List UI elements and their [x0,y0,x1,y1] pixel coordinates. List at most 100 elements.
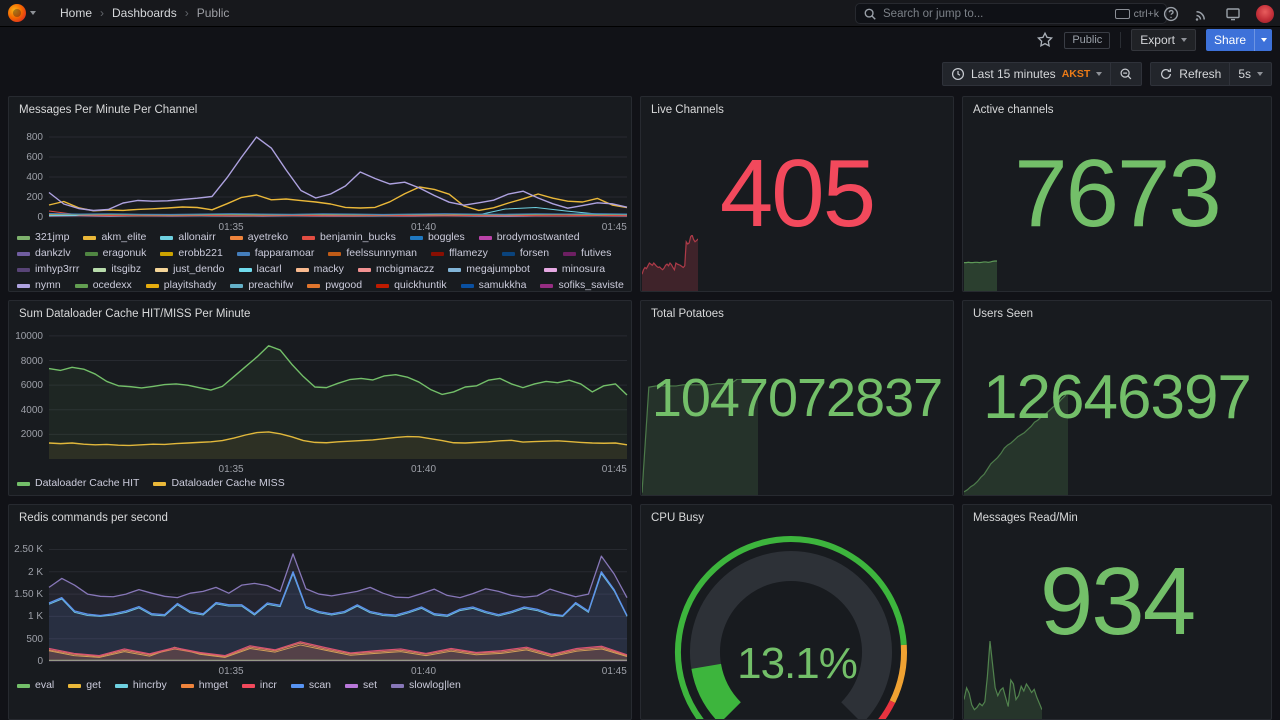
panel-title[interactable]: CPU Busy [651,512,705,524]
legend-color-chip [236,251,250,256]
legend-item[interactable]: minosura [543,263,605,276]
panel-title[interactable]: Messages Read/Min [973,512,1078,524]
legend-item[interactable]: forsen [501,247,549,260]
legend-item[interactable]: ayetreko [229,231,288,244]
panel-messages-per-minute: Messages Per Minute Per Channel 0 200 400 6… [8,96,632,292]
legend-color-chip [376,283,390,288]
legend-item[interactable]: allonairr [160,231,216,244]
legend-item[interactable]: hmget [180,679,228,692]
y-axis-tick: 1.50 K [14,589,43,601]
panel-title[interactable]: Live Channels [651,104,724,116]
legend-item[interactable]: mcbigmaczz [357,263,434,276]
legend-item[interactable]: ocedexx [74,279,132,291]
legend-item[interactable]: erobb221 [160,247,223,260]
legend-item[interactable]: feelssunnyman [328,247,417,260]
panel-total-potatoes: Total Potatoes 1047072837 [640,300,954,496]
news-rss-icon[interactable] [1194,6,1210,22]
legend-item[interactable]: futives [563,247,611,260]
panel-dataloader-cache: Sum Dataloader Cache HIT/MISS Per Minute… [8,300,632,496]
legend-color-chip [17,683,30,688]
legend-color-chip [17,267,30,272]
legend-item[interactable]: Dataloader Cache HIT [17,477,139,490]
star-button[interactable] [1036,31,1054,49]
x-axis-tick: 01:35 [218,666,244,677]
legend-color-chip [230,283,244,288]
legend-color-chip [290,683,304,688]
active-channels-value: 7673 [1014,140,1222,247]
legend-item[interactable]: get [68,679,101,692]
legend-item[interactable]: fflamezy [430,247,488,260]
legend-item[interactable]: samukkha [460,279,526,291]
live-channels-sparkline [642,235,698,291]
search-input[interactable]: Search or jump to... ctrl+k [855,3,1167,24]
legend-color-chip [155,267,169,272]
legend-item[interactable]: itsgibz [93,263,141,276]
legend-item[interactable]: brodymostwanted [478,231,580,244]
legend-item[interactable]: incr [241,679,277,692]
chevron-down-icon [1180,38,1187,42]
legend-item[interactable]: preachifw [230,279,293,291]
public-badge: Public [1064,31,1111,49]
y-axis-tick: 800 [26,132,43,143]
legend-item[interactable]: pwgood [307,279,362,291]
share-split-button: Share [1205,29,1272,51]
legend-item[interactable]: Dataloader Cache MISS [153,477,285,490]
panel-title[interactable]: Users Seen [973,308,1034,320]
y-axis-tick: 10000 [15,330,43,342]
grafana-logo [8,4,26,22]
panel-cpu-busy: CPU Busy 13.1% [640,504,954,720]
legend-item[interactable]: nymn [17,279,61,291]
legend-item[interactable]: playitshady [145,279,216,291]
legend-item[interactable]: fapparamoar [236,247,314,260]
legend-item[interactable]: megajumpbot [448,263,530,276]
legend-item[interactable]: macky [295,263,344,276]
legend-color-chip [241,683,255,688]
breadcrumb-home[interactable]: Home [60,6,93,20]
legend-item[interactable]: lacarl [238,263,282,276]
export-button[interactable]: Export [1131,29,1196,51]
legend-item[interactable]: eragonuk [84,247,146,260]
grafana-menu[interactable] [0,4,46,22]
panel-title[interactable]: Total Potatoes [651,308,724,320]
legend-color-chip [17,481,30,486]
time-controls: Last 15 minutes AKST Refresh 5s [0,60,1280,88]
x-axis-tick: 01:45 [601,222,627,233]
legend-item[interactable]: dankzlv [17,247,71,260]
legend-item[interactable]: imhyp3rrr [17,263,79,276]
legend-item[interactable]: benjamin_bucks [302,231,396,244]
legend-item[interactable]: quickhuntik [376,279,447,291]
breadcrumb-dashboards[interactable]: Dashboards [112,6,177,20]
time-range-picker[interactable]: Last 15 minutes AKST [943,63,1110,85]
share-button[interactable]: Share [1205,29,1254,51]
refresh-button[interactable]: Refresh [1151,63,1229,85]
panel-messages-read: Messages Read/Min 934 [962,504,1272,720]
user-avatar[interactable] [1256,4,1274,23]
panel-title[interactable]: Sum Dataloader Cache HIT/MISS Per Minute [19,308,251,320]
legend-item[interactable]: 321jmp [17,231,69,244]
legend-item[interactable]: hincrby [114,679,167,692]
legend-item[interactable]: scan [290,679,331,692]
messages-read-value: 934 [1039,548,1196,655]
legend-color-chip [74,283,88,288]
zoom-out-button[interactable] [1110,63,1141,85]
share-menu-button[interactable] [1254,29,1272,51]
legend-item[interactable]: eval [17,679,54,692]
monitor-icon[interactable] [1225,6,1241,22]
panel-title[interactable]: Messages Per Minute Per Channel [19,104,198,116]
legend-color-chip [345,683,359,688]
nav-icon-group [1163,0,1274,27]
x-axis-tick: 01:40 [411,464,437,475]
legend-color-chip [448,267,462,272]
help-icon[interactable] [1163,6,1179,22]
panel-title[interactable]: Redis commands per second [19,512,168,524]
legend-color-chip [83,235,97,240]
legend-item[interactable]: sofiks_saviste [540,279,624,291]
panel-title[interactable]: Active channels [973,104,1054,116]
legend-item[interactable]: akm_elite [83,231,146,244]
refresh-interval-picker[interactable]: 5s [1229,63,1271,85]
legend-item[interactable]: set [345,679,377,692]
legend-item[interactable]: slowlog|len [391,679,461,692]
legend-color-chip [501,251,515,256]
legend-item[interactable]: just_dendo [155,263,225,276]
legend-item[interactable]: boggles [409,231,465,244]
